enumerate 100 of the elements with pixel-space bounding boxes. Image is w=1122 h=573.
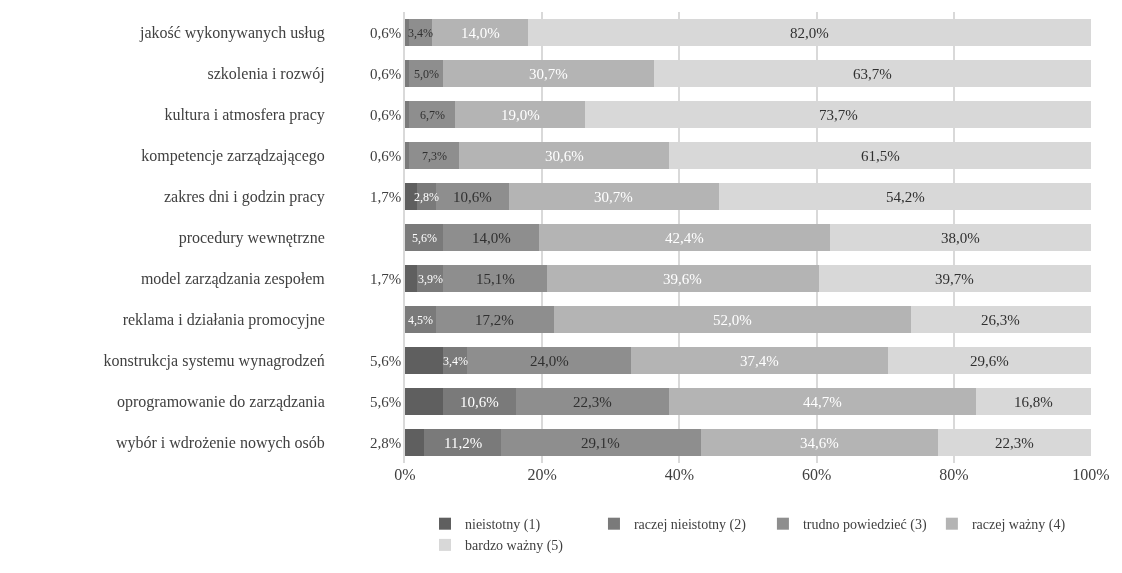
y-tick-label: oprogramowanie do zarządzania [116,393,325,412]
x-tick-label: 0% [394,466,416,483]
legend-label: nieistotny (1) [465,517,541,534]
bar [501,428,701,457]
data-label: 5,6% [412,231,437,245]
bar [455,100,586,129]
bar [466,346,632,375]
data-label: 24,0% [530,353,569,369]
bar [669,387,976,416]
data-label: 2,8% [414,190,439,204]
bar [409,100,456,129]
data-label: 3,4% [443,354,468,368]
bar [443,223,540,252]
bar [443,59,655,88]
data-label: 39,7% [935,271,974,287]
legend-label: raczej ważny (4) [971,517,1066,534]
bar [435,305,554,334]
data-label: 44,7% [803,394,842,410]
data-label: 73,7% [819,107,858,123]
y-tick-label: wybór i wdrożenie nowych osób [115,434,325,453]
bar [405,346,444,375]
data-label: 2,8% [370,435,402,451]
x-tick-label: 80% [939,466,969,483]
legend-label: bardzo ważny (5) [465,538,564,555]
bar [553,305,911,334]
data-label: 22,3% [573,394,612,410]
data-label: 61,5% [861,148,900,164]
x-tick-label: 20% [527,466,557,483]
bar [409,141,460,170]
y-tick-label: kultura i atmosfera pracy [164,106,325,125]
bar [405,59,410,88]
x-tick-label: 40% [664,466,695,483]
data-label: 14,0% [472,230,511,246]
bar [459,141,670,170]
data-label: 30,7% [529,66,568,82]
y-tick-label: jakość wykonywanych usług [138,24,325,43]
bar [516,387,670,416]
data-label: 63,7% [853,66,892,82]
data-label: 10,6% [453,189,492,205]
bar [405,18,410,47]
data-label: 42,4% [665,230,704,246]
bar [539,223,831,252]
bar [631,346,888,375]
bar [975,387,1091,416]
data-label: 30,6% [545,148,584,164]
data-label: 5,6% [370,353,402,369]
data-label: 38,0% [941,230,980,246]
data-label: 30,7% [594,189,633,205]
data-label: 14,0% [461,25,500,41]
bar [405,141,410,170]
x-tick-label: 100% [1072,466,1110,483]
data-label: 29,1% [581,435,620,451]
data-label: 16,8% [1014,394,1053,410]
y-tick-label: kompetencje zarządzającego [141,147,325,166]
data-label: 3,9% [418,272,443,286]
bar [700,428,939,457]
y-tick-label: konstrukcja systemu wynagrodzeń [103,352,325,371]
bar [432,18,529,47]
data-label: 39,6% [663,271,702,287]
data-label: 11,2% [444,435,483,451]
data-label: 82,0% [790,25,829,41]
data-label: 5,0% [414,67,439,81]
data-label: 15,1% [476,271,515,287]
bar [443,264,547,293]
data-label: 17,2% [475,312,514,328]
data-label: 29,6% [970,353,1009,369]
y-tick-label: reklama i działania promocyjne [122,311,325,330]
y-tick-label: model zarządzania zespołem [140,270,326,289]
bar [547,264,819,293]
data-label: 5,6% [370,394,402,410]
data-label: 34,6% [800,435,839,451]
data-label: 0,6% [370,25,402,41]
bar [508,182,720,211]
bar [405,100,410,129]
data-label: 22,3% [995,435,1034,451]
data-label: 1,7% [370,271,402,287]
data-label: 0,6% [370,148,402,164]
data-label: 37,4% [740,353,779,369]
data-label: 0,6% [370,66,402,82]
bar [405,387,444,416]
y-tick-label: zakres dni i godzin pracy [163,188,325,207]
data-label: 3,4% [408,26,433,40]
data-label: 6,7% [420,108,445,122]
data-label: 19,0% [501,107,540,123]
data-label: 1,7% [370,189,402,205]
y-tick-label: procedury wewnętrzne [178,229,325,248]
data-label: 54,2% [886,189,925,205]
data-label: 10,6% [460,394,499,410]
legend-label: raczej nieistotny (2) [633,517,747,534]
y-tick-label: szkolenia i rozwój [207,65,325,84]
bar [405,428,425,457]
data-label: 52,0% [713,312,752,328]
bar [405,264,417,293]
data-label: 26,3% [981,312,1020,328]
legend-label: trudno powiedzieć (3) [802,517,927,534]
data-label: 7,3% [422,149,447,163]
data-label: 0,6% [370,107,402,123]
data-label: 4,5% [408,313,433,327]
bar [424,428,502,457]
x-tick-label: 60% [801,466,832,483]
